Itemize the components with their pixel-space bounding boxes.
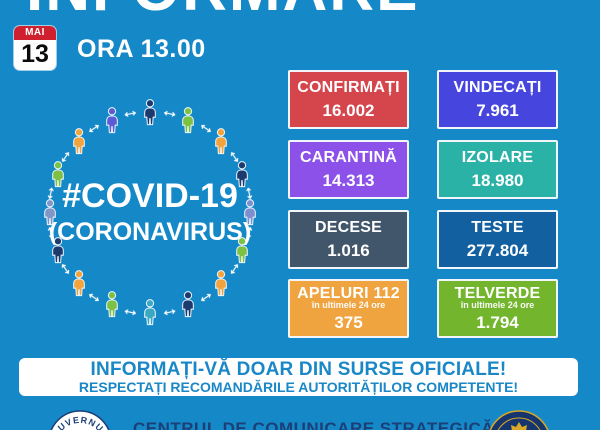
person-icon xyxy=(232,160,252,189)
stat-box-teste: TESTE 277.804 xyxy=(437,210,558,269)
stat-box-decese: DECESE 1.016 xyxy=(288,210,409,269)
stat-box-carantina: CARANTINĂ 14.313 xyxy=(288,140,409,199)
stat-sublabel: în ultimele 24 ore xyxy=(460,299,535,310)
double-arrow-icon: ↔ xyxy=(118,99,142,124)
banner-line1: INFORMAȚI-VĂ DOAR DIN SURSE OFICIALE! xyxy=(90,358,507,380)
stat-box-vindecati: VINDECAȚI 7.961 xyxy=(437,70,558,129)
stat-value: 18.980 xyxy=(471,171,524,191)
stat-label: VINDECAȚI xyxy=(453,78,542,96)
guvernul-romaniei-logo: GUVERNUL xyxy=(48,410,112,430)
ministry-seal-icon xyxy=(489,410,549,430)
stat-label: DECESE xyxy=(315,218,382,236)
stat-value: 1.016 xyxy=(327,241,370,261)
stat-value: 277.804 xyxy=(466,241,529,261)
footer-center-text: CENTRUL DE COMUNICARE STRATEGICĂ xyxy=(133,419,495,430)
calendar-day: 13 xyxy=(21,40,49,68)
person-icon xyxy=(140,99,160,127)
person-icon xyxy=(211,128,231,156)
calendar-icon: MAI 13 xyxy=(14,26,56,70)
person-icon xyxy=(211,269,231,298)
stat-box-apeluri-112: APELURI 112 în ultimele 24 ore 375 xyxy=(288,279,409,338)
stat-box-confirmati: CONFIRMAȚI 16.002 xyxy=(288,70,409,129)
person-icon xyxy=(178,106,198,135)
person-icon xyxy=(40,199,60,227)
stat-label: TELVERDE xyxy=(454,285,541,303)
banner-line2: RESPECTAȚI RECOMANDĂRILE AUTORITĂȚILOR C… xyxy=(78,378,519,395)
calendar-month: MAI xyxy=(14,26,56,40)
diagram-caption: #COVID-19 (CORONAVIRUS) xyxy=(49,177,251,247)
stat-label: CONFIRMAȚI xyxy=(297,78,400,96)
stat-box-izolare: IZOLARE 18.980 xyxy=(437,140,558,199)
time-label: ORA 13.00 xyxy=(77,35,206,63)
stat-label: TESTE xyxy=(471,218,524,236)
person-icon xyxy=(69,269,89,298)
person-icon xyxy=(240,199,260,227)
person-icon xyxy=(102,291,122,319)
stat-value: 375 xyxy=(334,312,363,332)
stat-sublabel: în ultimele 24 ore xyxy=(311,299,386,310)
person-icon xyxy=(102,106,122,135)
person-icon xyxy=(48,237,68,265)
stat-label: IZOLARE xyxy=(461,148,534,166)
stat-value: 1.794 xyxy=(476,312,519,332)
person-icon xyxy=(140,299,160,327)
stat-label: CARANTINĂ xyxy=(300,148,397,166)
ministry-seal-logo xyxy=(487,410,551,430)
gold-eagle-emblem-icon xyxy=(511,422,527,430)
stat-box-telverde: TELVERDE în ultimele 24 ore 1.794 xyxy=(437,279,558,338)
stat-value: 16.002 xyxy=(322,101,375,121)
coronavirus-label: (CORONAVIRUS) xyxy=(48,218,252,246)
person-icon xyxy=(178,291,198,319)
official-sources-banner: INFORMAȚI-VĂ DOAR DIN SURSE OFICIALE! RE… xyxy=(19,358,578,396)
page-title: INFORMARE xyxy=(26,0,419,25)
stat-label: APELURI 112 xyxy=(297,285,400,303)
person-icon xyxy=(232,237,252,265)
government-seal-icon: GUVERNUL xyxy=(50,410,110,430)
stat-value: 14.313 xyxy=(322,171,375,191)
stat-value: 7.961 xyxy=(476,101,519,121)
person-icon xyxy=(48,160,68,189)
people-circle-diagram: #COVID-19 (CORONAVIRUS) ↔ ↔ ↔ ↔ ↔ ↔ ↔ ↔ ↔ ↔ ↔ ↔ ↔ ↔ ↔ ↔ xyxy=(0,0,310,360)
covid19-hashtag: #COVID-19 xyxy=(62,177,238,215)
person-icon xyxy=(69,128,89,156)
